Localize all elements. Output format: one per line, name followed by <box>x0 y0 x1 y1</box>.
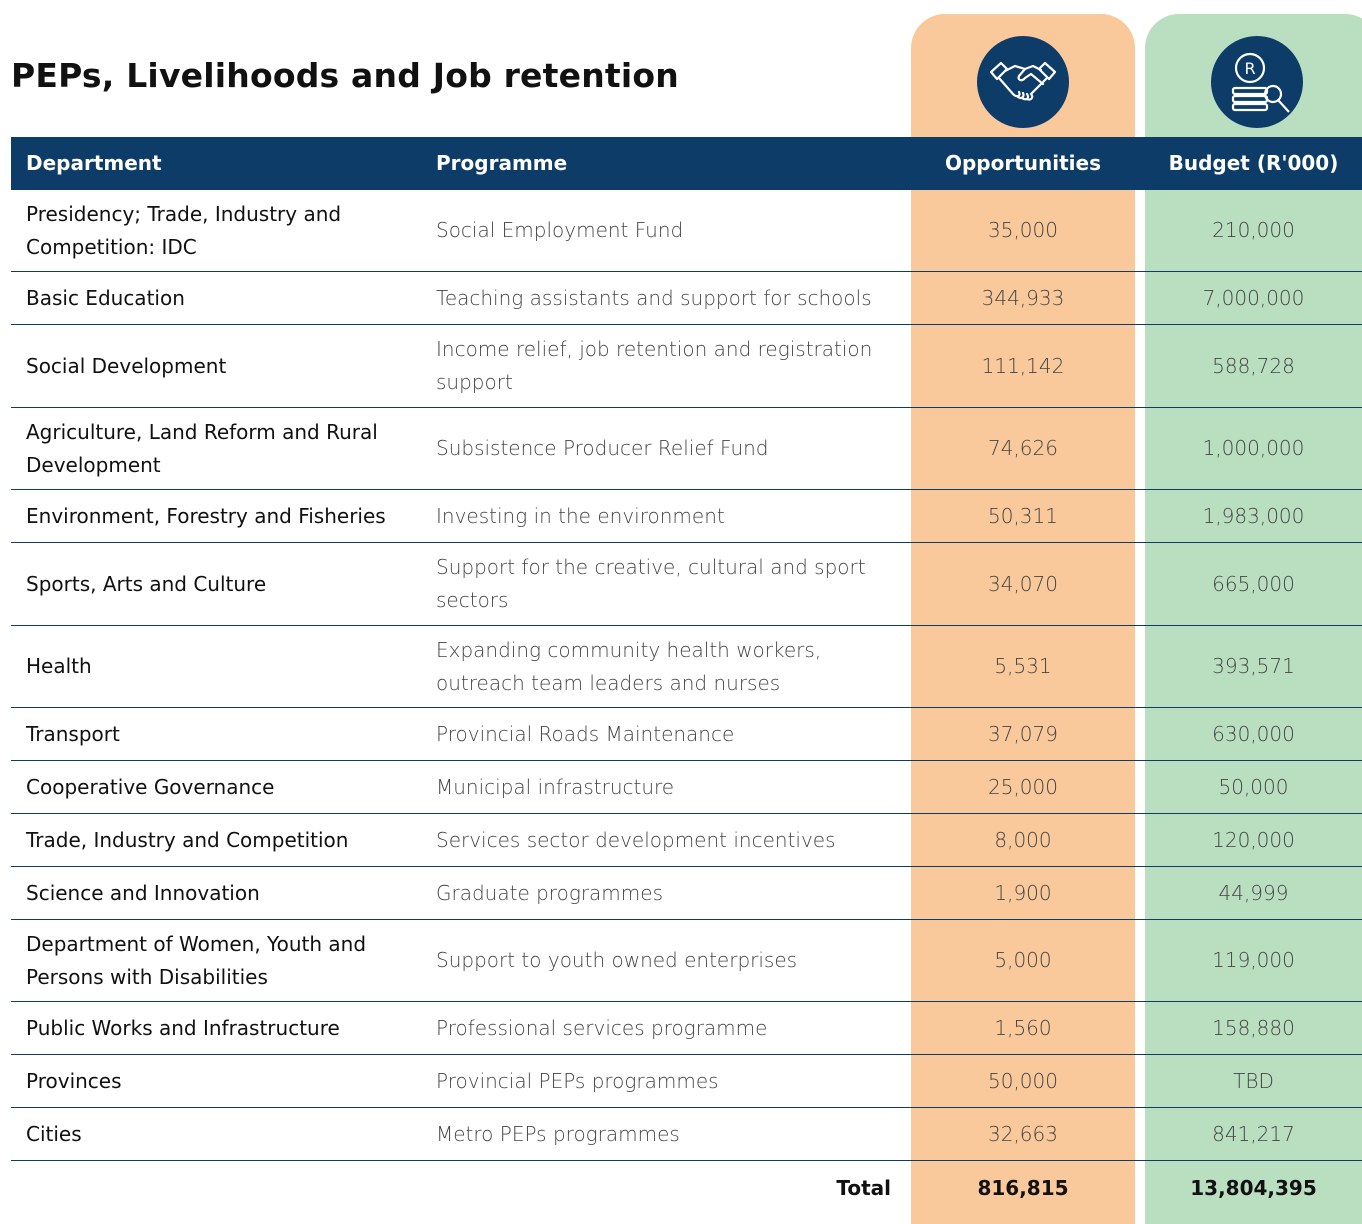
budget-cell: TBD <box>1233 1068 1274 1093</box>
total-row: Total 816,815 13,804,395 <box>11 1161 1362 1215</box>
table-row: Presidency; Trade, Industry and Competit… <box>11 190 1362 272</box>
programme-cell: Teaching assistants and support for scho… <box>436 285 872 310</box>
table-row: Health Expanding community health workers… <box>11 626 1362 708</box>
budget-cell: 120,000 <box>1212 827 1295 852</box>
programme-cell: Support for the creative, cultural and s… <box>436 555 866 612</box>
opportunities-cell: 111,142 <box>981 353 1065 378</box>
department-cell: Transport <box>26 721 120 746</box>
total-opportunities: 816,815 <box>977 1175 1069 1200</box>
department-cell: Social Development <box>26 353 227 378</box>
programme-cell: Provincial Roads Maintenance <box>436 721 735 746</box>
table-row: Cities Metro PEPs programmes 32,663 841,217 <box>11 1108 1362 1161</box>
table-row: Science and Innovation Graduate programme… <box>11 867 1362 920</box>
budget-cell: 119,000 <box>1212 948 1295 972</box>
budget-cell: 158,880 <box>1212 1015 1295 1040</box>
table-row: Cooperative Governance Municipal infrastr… <box>11 761 1362 814</box>
budget-icon-label: R <box>1244 59 1255 78</box>
budget-cell: 210,000 <box>1212 218 1295 242</box>
department-cell: Science and Innovation <box>26 880 260 905</box>
department-cell: Cooperative Governance <box>26 774 275 799</box>
table-row: Public Works and Infrastructure Professio… <box>11 1002 1362 1055</box>
department-cell: Cities <box>26 1121 82 1146</box>
opportunities-cell: 8,000 <box>994 827 1052 852</box>
table-row: Provinces Provincial PEPs programmes 50,00… <box>11 1055 1362 1108</box>
table-row: Trade, Industry and Competition Services … <box>11 814 1362 867</box>
opportunities-cell: 5,000 <box>994 948 1052 972</box>
table-row: Sports, Arts and Culture Support for the … <box>11 543 1362 626</box>
table-row: Department of Women, Youth and Persons w… <box>11 920 1362 1002</box>
table-row: Agriculture, Land Reform and Rural Devel… <box>11 408 1362 490</box>
programme-cell: Income relief, job retention and registr… <box>436 337 873 394</box>
opportunities-cell: 35,000 <box>988 218 1058 242</box>
table-row: Basic Education Teaching assistants and s… <box>11 272 1362 325</box>
programme-cell: Expanding community health workers, outr… <box>436 637 822 695</box>
opportunities-cell: 1,560 <box>994 1015 1052 1040</box>
opportunities-cell: 344,933 <box>981 285 1065 310</box>
department-cell: Department of Women, Youth and Persons w… <box>26 931 367 989</box>
opportunities-cell: 74,626 <box>988 436 1058 460</box>
department-cell: Public Works and Infrastructure <box>26 1015 340 1040</box>
header-opportunities: Opportunities <box>944 151 1101 175</box>
programme-cell: Services sector development incentives <box>436 827 836 852</box>
title: PEPs, Livelihoods and Job retention <box>11 56 679 95</box>
programme-cell: Social Employment Fund <box>436 218 684 242</box>
department-cell: Environment, Forestry and Fisheries <box>26 503 386 528</box>
opportunities-cell: 5,531 <box>994 654 1052 678</box>
budget-cell: 393,571 <box>1212 654 1295 678</box>
opportunities-cell: 37,079 <box>988 721 1058 746</box>
handshake-icon <box>977 36 1069 128</box>
budget-cell: 7,000,000 <box>1202 285 1305 310</box>
programme-cell: Support to youth owned enterprises <box>436 948 798 972</box>
programme-cell: Investing in the environment <box>436 503 725 528</box>
budget-cell: 1,983,000 <box>1202 503 1305 528</box>
opportunities-column-bg <box>911 14 1135 1224</box>
header-budget: Budget (R'000) <box>1168 151 1339 175</box>
budget-cell: 588,728 <box>1212 353 1295 378</box>
department-cell: Sports, Arts and Culture <box>26 571 267 596</box>
opportunities-cell: 25,000 <box>988 774 1058 799</box>
department-cell: Health <box>26 654 92 678</box>
table-row: Transport Provincial Roads Maintenance 37,… <box>11 708 1362 761</box>
opportunities-cell: 32,663 <box>988 1121 1058 1146</box>
table-header: Department Programme Opportunities Budge… <box>11 137 1362 190</box>
department-cell: Presidency; Trade, Industry and Competit… <box>26 201 342 259</box>
budget-cell: 841,217 <box>1212 1121 1295 1146</box>
opportunities-cell: 50,311 <box>988 503 1058 528</box>
budget-cell: 1,000,000 <box>1202 436 1305 460</box>
programme-cell: Provincial PEPs programmes <box>436 1068 719 1093</box>
header-department: Department <box>26 151 162 175</box>
programme-cell: Subsistence Producer Relief Fund <box>436 436 769 460</box>
opportunities-cell: 50,000 <box>988 1068 1058 1093</box>
table-row: Environment, Forestry and Fisheries Inves… <box>11 490 1362 543</box>
budget-cell: 665,000 <box>1212 571 1295 596</box>
budget-column-bg <box>1145 14 1362 1224</box>
table-row: Social Development Income relief, job ret… <box>11 325 1362 408</box>
budget-cell: 50,000 <box>1218 774 1289 799</box>
header-programme: Programme <box>436 151 568 175</box>
budget-icon: R <box>1211 36 1303 128</box>
programme-cell: Graduate programmes <box>436 880 663 905</box>
budget-cell: 44,999 <box>1218 880 1289 905</box>
programme-cell: Professional services programme <box>436 1015 768 1040</box>
opportunities-cell: 34,070 <box>988 571 1058 596</box>
department-cell: Provinces <box>26 1068 122 1093</box>
programme-cell: Metro PEPs programmes <box>436 1121 680 1146</box>
programme-cell: Municipal infrastructure <box>436 774 675 799</box>
department-cell: Trade, Industry and Competition <box>26 827 349 852</box>
total-budget: 13,804,395 <box>1190 1175 1317 1200</box>
budget-cell: 630,000 <box>1212 721 1295 746</box>
opportunities-cell: 1,900 <box>994 880 1052 905</box>
department-cell: Agriculture, Land Reform and Rural Devel… <box>26 419 378 477</box>
department-cell: Basic Education <box>26 285 185 310</box>
total-label: Total <box>836 1175 891 1200</box>
